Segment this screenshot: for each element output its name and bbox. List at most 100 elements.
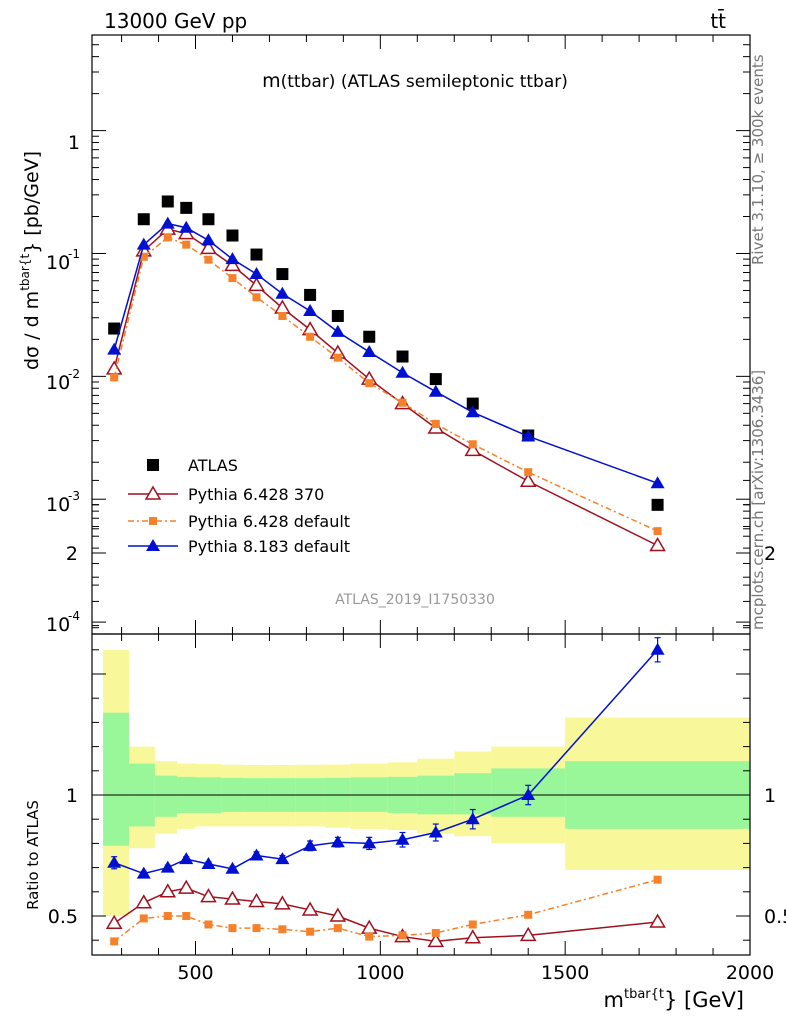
ratio-data-point [427,932,445,948]
ratio-data-point [204,920,213,929]
main-data-point [252,293,261,302]
ratio-data-point [330,835,345,848]
ratio-data-point [159,883,177,898]
ratio-data-point [135,894,153,909]
ratio-data-point [248,892,265,908]
ratio-data-point [301,901,319,916]
ratio-data-point [139,914,148,923]
analysis-id-label: ATLAS_2019_I1750330 [335,592,495,608]
ratio-data-point [395,832,410,845]
legend: ATLAS Pythia 6.428 370 Pythia 6.428 defa… [128,456,350,556]
main-data-point [649,537,666,552]
ratio-data-point [107,855,122,868]
ratio-data-point [252,924,261,933]
ratio-data-point [362,836,377,849]
main-y-tick-labels: 1 10 -1 10 -2 10 -3 10 -4 [46,132,80,636]
main-data-point [160,216,175,229]
main-data-point [429,373,442,386]
ratio-data-point [465,812,480,825]
main-data-point [651,498,664,511]
main-y-tick-label-base: 10 [46,614,70,636]
ratio-series-pythia-8-183-default [107,637,665,879]
main-data-point [464,441,482,457]
ratio-data-point [333,924,342,933]
ratio-data-point [278,925,287,934]
main-data-point [428,384,443,397]
main-data-point [303,304,318,317]
main-data-point [137,213,150,226]
main-data-point [524,468,533,477]
ratio-data-point [274,895,291,910]
main-data-point [362,344,377,357]
x-tick-label: 1500 [541,962,589,984]
ratio-inner-band [103,712,129,846]
ratio-data-point [428,825,443,838]
ratio-data-point [468,920,477,929]
ratio-data-point [224,890,241,905]
ratio-series-line [113,649,659,875]
main-data-point [139,252,148,261]
main-data-point [653,527,662,536]
ratio-bands [103,649,750,916]
ratio-inner-band [154,775,178,817]
main-y-tick-label-exp: -3 [68,489,80,503]
rivet-version-label: Rivet 3.1.10, ≥ 300k events [749,54,767,265]
main-y-axis-label: dσ / d mtbar{t} [pb/GeV] [18,151,43,370]
main-plot-title: m(ttbar) (ATLAS semileptonic ttbar) [262,70,568,92]
main-data-point [224,256,241,272]
x-label-tail: } [GeV] [664,988,744,1012]
mcplots-label: mcplots.cern.ch [arXiv:1306.3436] [749,370,767,630]
main-data-point [304,288,317,301]
main-data-point [333,353,342,362]
main-plot-title-rest: (ttbar) (ATLAS semileptonic ttbar) [281,72,568,92]
ratio-data-point [200,888,217,903]
main-data-point [248,276,265,292]
legend-marker-pythia6-default [149,517,157,525]
ratio-data-point [464,929,482,944]
x-axis-label: mtbar{t} [GeV] [604,987,744,1012]
main-data-point [228,274,237,283]
main-y-label-main: dσ / d m [21,291,43,370]
ratio-y-tick-label-right: 1 [764,785,776,807]
main-data-point [110,373,119,382]
main-data-point [161,195,174,208]
ratio-y-tick-label: 1 [66,785,78,807]
legend-label-pythia8-default: Pythia 8.183 default [188,537,350,556]
ratio-data-point [201,856,216,869]
main-data-point [275,286,290,299]
main-data-point [107,342,122,355]
x-label-main: m [604,988,624,1012]
legend-label-pythia6-default: Pythia 6.428 default [188,512,350,531]
ratio-data-point [249,848,264,861]
main-plot-title-main: m [262,70,281,92]
x-label-sup: tbar{t [624,987,664,1002]
main-data-point [182,240,191,249]
main-data-point [650,476,665,489]
ratio-data-point [431,928,440,937]
ratio-inner-band [454,773,492,815]
ratio-series-line [113,878,658,943]
ratio-series-line [113,887,658,943]
main-series-line [113,222,658,484]
main-data-point [306,332,315,341]
ratio-data-point [160,860,175,873]
ratio-data-point [519,926,537,942]
ratio-data-point [163,912,172,920]
ratio-y-tick-label-right: 2 [764,543,776,565]
ratio-y-tick-label-right: 0.5 [764,906,786,928]
ratio-data-point [136,866,151,879]
x-tick-label: 500 [177,962,213,984]
ratio-data-point [306,927,315,936]
legend-label-atlas: ATLAS [188,456,238,475]
main-data-point [204,255,213,264]
main-series-line [113,236,658,532]
main-y-tick-label-base: 10 [46,252,70,274]
main-data-point [202,213,215,226]
ratio-y-axis-label: Ratio to ATLAS [24,800,42,910]
main-y-label-sup: tbar{t [18,254,32,291]
ratio-data-point [365,932,374,941]
energy-label: 13000 GeV pp [104,9,247,33]
legend-label-pythia6-370: Pythia 6.428 370 [188,485,324,504]
process-label: tt̄ [710,8,726,33]
main-data-point [179,220,194,233]
